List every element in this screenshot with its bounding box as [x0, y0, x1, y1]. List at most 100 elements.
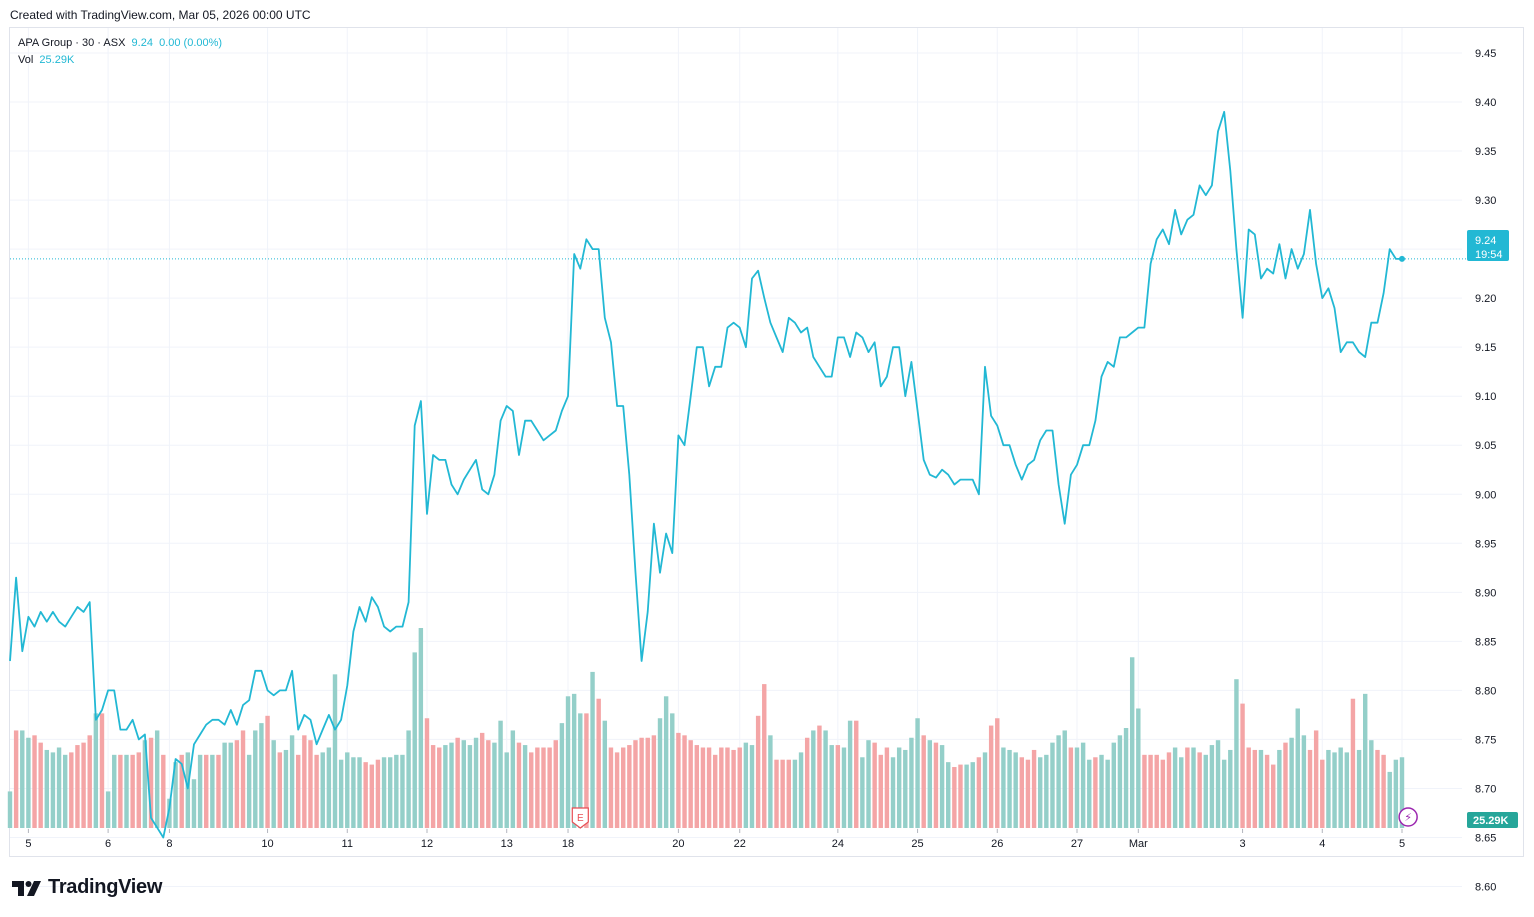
volume-bar: [1344, 752, 1350, 828]
volume-bar: [26, 737, 31, 828]
volume-bar: [571, 693, 577, 828]
volume-bar: [1246, 747, 1251, 828]
volume-bar: [559, 723, 565, 828]
volume-bar: [590, 671, 595, 828]
price-tick-label: 8.80: [1475, 685, 1496, 697]
volume-bar: [1019, 757, 1025, 828]
volume-bar: [345, 752, 350, 828]
volume-bar: [338, 759, 344, 828]
dividend-marker-circle: [1398, 807, 1418, 827]
volume-bar: [866, 740, 871, 828]
volume-bar: [473, 737, 479, 828]
volume-bar: [964, 764, 969, 828]
volume-bar: [173, 762, 178, 828]
volume-bar: [228, 742, 233, 828]
volume-bar: [7, 791, 13, 828]
price-tick-label: 9.45: [1475, 48, 1496, 60]
volume-bar: [676, 732, 681, 828]
volume-bar: [860, 757, 865, 828]
volume-bar: [185, 752, 191, 828]
volume-bar: [118, 754, 123, 828]
volume-bar: [381, 757, 387, 828]
volume-bar: [1258, 749, 1264, 828]
tradingview-logo-icon: [12, 880, 41, 896]
volume-bar: [302, 735, 307, 828]
volume-bar: [265, 715, 270, 828]
volume-bar: [522, 745, 528, 828]
event-markers[interactable]: E ⚡: [571, 807, 1418, 829]
volume-bar: [510, 730, 516, 828]
volume-bar: [915, 718, 920, 828]
earnings-marker-shape: [571, 807, 589, 829]
volume-bar: [755, 715, 761, 828]
volume-bar: [516, 742, 522, 828]
volume-bar: [332, 674, 338, 828]
time-tick-label: 24: [832, 838, 844, 850]
volume-bar: [1166, 752, 1172, 828]
volume-bar: [976, 757, 982, 828]
earnings-marker-label: E: [577, 813, 584, 824]
volume-bar: [946, 762, 951, 828]
legend-price-row: APA Group · 30 · ASX 9.24 0.00 (0.00%): [18, 35, 222, 52]
legend-last-price: 9.24: [131, 37, 153, 49]
volume-bar: [369, 764, 375, 828]
volume-bar: [1007, 749, 1012, 828]
price-badge-countdown: 19:54: [1475, 249, 1503, 261]
volume-bar: [87, 735, 92, 828]
volume-bar: [1234, 679, 1239, 828]
earnings-marker: E: [571, 807, 589, 829]
volume-bar: [535, 747, 540, 828]
legend-volume-label: Vol: [18, 54, 34, 66]
volume-bar: [1111, 742, 1116, 828]
volume-bar: [246, 754, 252, 828]
volume-bar: [1154, 754, 1159, 828]
volume-bar: [1087, 759, 1092, 828]
time-axis[interactable]: 5 6 8 10 11 12 13 18 20 22 24 25 26 27 Mar 3 4 5: [25, 829, 1405, 850]
volume-bar: [903, 749, 908, 828]
volume-bar: [1326, 749, 1331, 828]
volume-bar: [1301, 735, 1307, 828]
volume-bar: [1031, 749, 1037, 828]
volume-bar: [1362, 693, 1368, 828]
volume-bar: [529, 752, 534, 828]
volume-bar: [1271, 764, 1276, 828]
volume-bar: [890, 757, 896, 828]
volume-bar: [1185, 747, 1190, 828]
volume-bar: [1369, 740, 1374, 828]
volume-bar: [81, 742, 86, 828]
volume-bar: [216, 754, 221, 828]
volume-bar: [933, 742, 939, 828]
volume-bar: [308, 740, 313, 828]
volume-bar: [958, 764, 963, 828]
price-tick-label: 9.40: [1475, 97, 1496, 109]
volume-bar: [1093, 757, 1098, 828]
price-axis[interactable]: 9.459.409.359.309.259.209.159.109.059.00…: [1475, 48, 1496, 894]
volume-bar: [142, 740, 148, 828]
volume-bar: [124, 754, 129, 828]
volume-bar: [1123, 728, 1129, 828]
price-tick-label: 8.90: [1475, 587, 1496, 599]
volume-bar: [437, 747, 442, 828]
volume-bar: [694, 745, 700, 828]
volume-bar: [296, 754, 301, 828]
volume-bar: [1062, 730, 1067, 828]
volume-bar: [1203, 754, 1208, 828]
volume-bar: [234, 740, 240, 828]
volume-bar: [38, 742, 43, 828]
volume-bar: [1381, 754, 1386, 828]
tradingview-logo-text: TradingView: [48, 876, 163, 898]
volume-bar: [1313, 730, 1319, 828]
volume-bar: [627, 745, 632, 828]
volume-bar: [688, 740, 693, 828]
volume-bar: [461, 740, 466, 828]
chart-frame: [9, 27, 1524, 857]
volume-bar: [406, 730, 411, 828]
volume-bar: [112, 754, 117, 828]
volume-bar: [1197, 752, 1202, 828]
created-with-caption: Created with TradingView.com, Mar 05, 20…: [10, 8, 311, 22]
volume-bar: [1283, 742, 1288, 828]
volume-bar: [1252, 749, 1258, 828]
tradingview-logo[interactable]: TradingView: [12, 876, 162, 899]
last-price-badge: 9.24 19:54: [1467, 230, 1509, 261]
